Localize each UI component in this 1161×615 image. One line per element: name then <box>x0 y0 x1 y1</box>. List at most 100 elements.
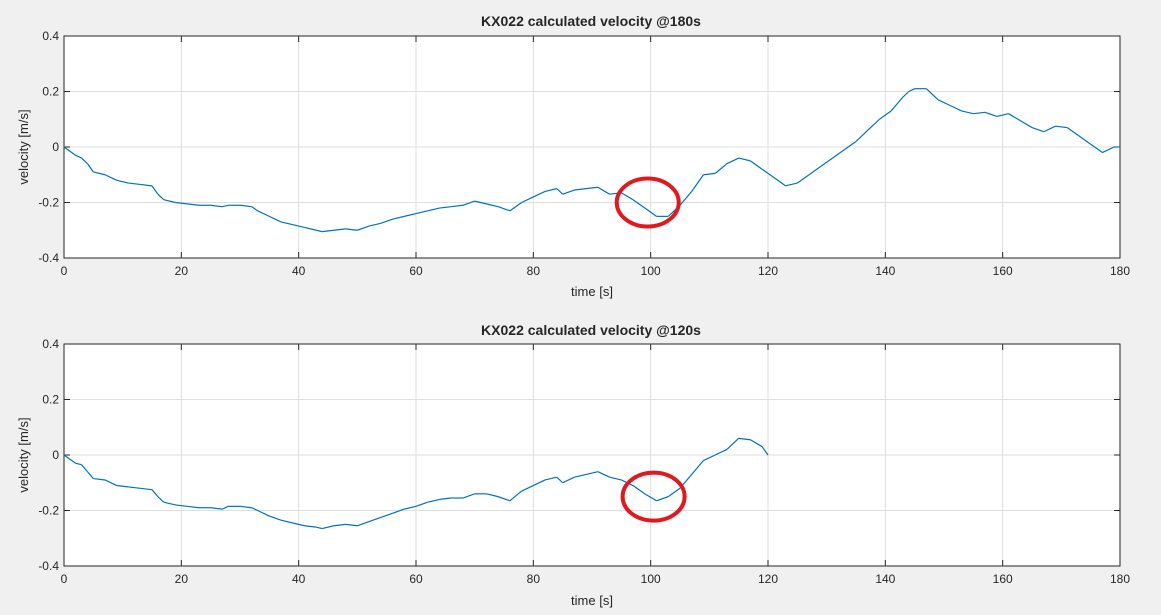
line-segment <box>949 104 962 112</box>
x-tick-label: 0 <box>61 572 68 586</box>
y-tick-label: 0.4 <box>42 29 59 43</box>
x-axis-label: time [s] <box>571 284 613 299</box>
y-tick-label: -0.4 <box>38 251 59 265</box>
line-segment <box>87 471 94 479</box>
line-segment <box>509 202 522 212</box>
chart-title: KX022 calculated velocity @180s <box>481 13 701 29</box>
line-segment <box>984 111 998 118</box>
line-segment <box>439 497 452 500</box>
line-segment <box>714 448 728 456</box>
y-tick-label: 0 <box>52 140 59 154</box>
line-segment <box>75 154 82 159</box>
line-segment <box>157 193 165 201</box>
line-segment <box>104 479 118 487</box>
y-tick-label: -0.2 <box>38 196 59 210</box>
line-segment <box>175 201 188 205</box>
x-axis-label: time [s] <box>571 593 613 608</box>
annotation-ellipse <box>614 176 681 229</box>
line-segment <box>93 171 106 176</box>
line-segment <box>63 146 77 156</box>
line-segment <box>368 222 381 227</box>
line-segment <box>1031 127 1044 133</box>
line-segment <box>163 501 176 506</box>
line-segment <box>679 191 693 206</box>
line-segment <box>151 185 159 195</box>
line-segment <box>128 486 141 489</box>
line-segment <box>667 487 681 498</box>
line-segment <box>785 182 798 187</box>
line-segment <box>925 88 939 101</box>
line-segment <box>210 204 223 208</box>
line-segment <box>140 183 153 187</box>
line-segment <box>239 505 252 509</box>
line-segment <box>855 129 869 142</box>
chart-title: KX022 calculated velocity @120s <box>481 322 701 338</box>
y-axis-label: velocity [m/s] <box>16 109 31 184</box>
line-segment <box>832 149 845 159</box>
line-segment <box>104 174 118 181</box>
line-segment <box>738 437 751 441</box>
line-segment <box>586 186 598 190</box>
line-segment <box>1008 113 1021 122</box>
line-segment <box>239 204 252 208</box>
line-segment <box>497 496 511 502</box>
line-segment <box>820 157 833 167</box>
line-segment <box>867 118 880 131</box>
tick-marks <box>63 343 1121 567</box>
x-tick-label: 100 <box>641 572 661 586</box>
line-segment <box>574 188 587 191</box>
x-tick-label: 60 <box>409 572 423 586</box>
line-segment <box>280 221 293 226</box>
line-segment <box>632 485 646 495</box>
line-segment <box>1078 135 1092 145</box>
x-tick-label: 0 <box>61 264 68 278</box>
line-segment <box>597 186 610 195</box>
line-segment <box>486 203 499 208</box>
line-segment <box>333 523 346 527</box>
line-segment <box>280 519 293 524</box>
line-segment <box>210 507 223 510</box>
line-segment <box>474 200 487 205</box>
y-tick-label: -0.2 <box>38 504 59 518</box>
y-tick-label: 0.4 <box>42 337 59 351</box>
line-segment <box>714 163 728 174</box>
x-tick-label: 120 <box>758 572 778 586</box>
line-segment <box>773 177 786 187</box>
line-segment <box>761 168 775 179</box>
line-segment <box>357 225 370 231</box>
line-segment <box>521 484 534 492</box>
line-segment <box>609 476 622 481</box>
line-segment <box>93 477 106 481</box>
grid-lines <box>64 344 1120 566</box>
line-segment <box>597 471 610 478</box>
line-segment <box>656 496 669 502</box>
line-segment <box>187 505 200 509</box>
line-segment <box>116 484 129 488</box>
line-segment <box>380 218 393 224</box>
y-tick-label: -0.4 <box>38 559 59 573</box>
line-segment <box>451 204 464 208</box>
line-segment <box>1043 125 1056 133</box>
chart-panel-120s: KX022 calculated velocity @120s 0 20 40 60 8… <box>16 322 1130 608</box>
x-tick-label: 80 <box>527 572 541 586</box>
line-segment <box>292 522 305 527</box>
line-segment <box>1066 127 1080 137</box>
line-segment <box>333 228 346 231</box>
line-segment <box>427 498 440 503</box>
line-segment <box>157 496 165 503</box>
x-tick-label: 160 <box>993 572 1013 586</box>
line-segment <box>632 199 646 209</box>
x-tick-label: 100 <box>641 264 661 278</box>
line-segment <box>345 228 358 231</box>
annotation-ellipse <box>620 470 687 523</box>
line-segment <box>116 179 129 184</box>
line-segment <box>187 203 200 206</box>
line-segment <box>269 215 282 223</box>
line-segment <box>316 526 323 530</box>
line-segment <box>1055 125 1068 129</box>
line-segment <box>738 157 751 162</box>
line-segment <box>81 157 88 165</box>
x-tick-label: 120 <box>758 264 778 278</box>
line-segment <box>726 437 740 450</box>
